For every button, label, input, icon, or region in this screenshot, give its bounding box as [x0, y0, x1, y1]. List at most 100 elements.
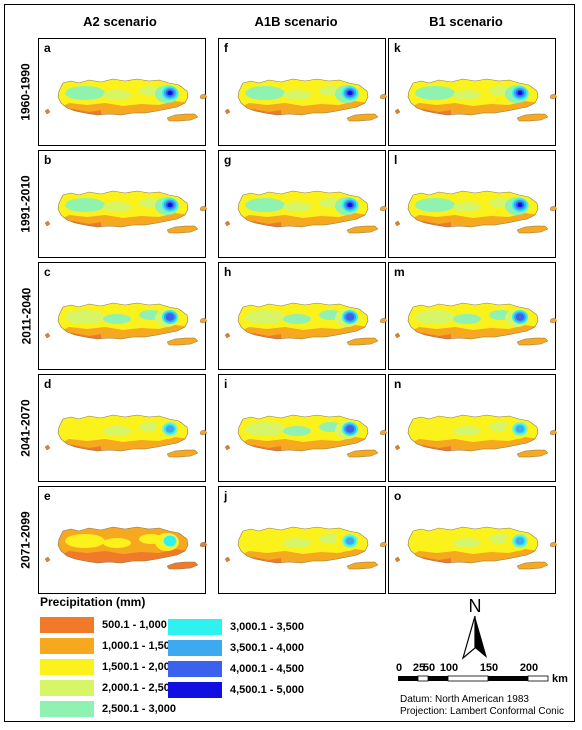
map-panel: j — [218, 486, 387, 594]
legend-label: 3,500.1 - 4,000 — [230, 642, 305, 654]
legend-item: 2,500.1 - 3,000 — [40, 700, 176, 718]
row-label-4: 2071-2099 — [14, 490, 38, 590]
panel-letter: a — [44, 41, 51, 55]
precipitation-map — [44, 78, 207, 122]
panel-letter: d — [44, 377, 52, 391]
figure-frame — [4, 4, 575, 722]
map-panel: n — [388, 374, 557, 482]
precipitation-map — [224, 414, 387, 458]
scale-tick-label: 25 — [413, 662, 425, 674]
panel-letter: i — [224, 377, 228, 391]
period-text: 2011-2040 — [19, 287, 34, 345]
map-panel: f — [218, 38, 387, 146]
precipitation-map — [44, 302, 207, 346]
column-header-0: A2 scenario — [83, 14, 157, 29]
legend-swatch — [40, 701, 94, 717]
map-panel: l — [388, 150, 557, 258]
projection-text: Projection: Lambert Conformal Conic — [400, 706, 564, 717]
precipitation-map — [44, 190, 207, 234]
precipitation-map — [44, 414, 207, 458]
legend-item: 3,000.1 - 3,500 — [168, 618, 304, 636]
panel-letter: o — [394, 489, 402, 503]
column-header-1: A1B scenario — [254, 14, 338, 29]
panel-letter: g — [224, 153, 232, 167]
precipitation-map — [44, 526, 207, 570]
period-text: 2041-2070 — [19, 399, 34, 457]
north-arrow-icon: N — [461, 596, 487, 660]
legend-label: 2,500.1 - 3,000 — [102, 703, 177, 715]
legend-label: 3,000.1 - 3,500 — [230, 621, 305, 633]
precipitation-map — [224, 78, 387, 122]
precipitation-map — [224, 302, 387, 346]
panel-letter: k — [394, 41, 401, 55]
legend-item: 3,500.1 - 4,000 — [168, 639, 304, 657]
legend-item: 1,500.1 - 2,000 — [40, 658, 176, 676]
scale-tick-label: 50 — [423, 662, 435, 674]
scale-tick-label: 150 — [480, 662, 498, 674]
period-text: 2071-2099 — [19, 511, 34, 569]
period-text: 1991-2010 — [19, 175, 34, 233]
legend-label: 1,500.1 - 2,000 — [102, 661, 177, 673]
legend-label: 4,000.1 - 4,500 — [230, 663, 305, 675]
precipitation-map — [224, 526, 387, 570]
period-text: 1960-1990 — [19, 63, 34, 121]
panel-letter: h — [224, 265, 232, 279]
scale-unit: km — [552, 673, 568, 685]
column-header-2: B1 scenario — [429, 14, 503, 29]
legend-swatch — [168, 640, 222, 656]
legend-label: 500.1 - 1,000 — [102, 619, 167, 631]
panel-letter: j — [224, 489, 228, 503]
legend-item: 2,000.1 - 2,500 — [40, 679, 176, 697]
row-label-0: 1960-1990 — [14, 42, 38, 142]
panel-letter: f — [224, 41, 228, 55]
scale-tick-label: 200 — [520, 662, 538, 674]
panel-letter: c — [44, 265, 51, 279]
legend-label: 2,000.1 - 2,500 — [102, 682, 177, 694]
legend-label: 4,500.1 - 5,000 — [230, 684, 305, 696]
precipitation-map — [394, 190, 557, 234]
map-panel: h — [218, 262, 387, 370]
north-label: N — [469, 596, 482, 616]
row-label-1: 1991-2010 — [14, 154, 38, 254]
legend-swatch — [168, 682, 222, 698]
legend-swatch — [168, 661, 222, 677]
panel-letter: n — [394, 377, 402, 391]
precipitation-map — [394, 78, 557, 122]
legend-title: Precipitation (mm) — [40, 595, 146, 609]
map-panel: o — [388, 486, 557, 594]
map-panel: g — [218, 150, 387, 258]
precipitation-map — [394, 302, 557, 346]
scale-tick-label: 0 — [396, 662, 402, 674]
map-panel: m — [388, 262, 557, 370]
panel-letter: m — [394, 265, 405, 279]
panel-letter: e — [44, 489, 51, 503]
precipitation-map — [394, 526, 557, 570]
legend-swatch — [40, 680, 94, 696]
panel-letter: b — [44, 153, 52, 167]
legend-item: 500.1 - 1,000 — [40, 616, 167, 634]
legend-swatch — [40, 617, 94, 633]
map-panel: e — [38, 486, 207, 594]
map-panel: k — [388, 38, 557, 146]
legend-swatch — [40, 638, 94, 654]
precipitation-map — [224, 190, 387, 234]
map-panel: b — [38, 150, 207, 258]
panel-letter: l — [394, 153, 398, 167]
legend-swatch — [168, 619, 222, 635]
precipitation-map — [394, 414, 557, 458]
legend-label: 1,000.1 - 1,500 — [102, 640, 177, 652]
legend-swatch — [40, 659, 94, 675]
legend-item: 1,000.1 - 1,500 — [40, 637, 176, 655]
map-panel: d — [38, 374, 207, 482]
legend-item: 4,500.1 - 5,000 — [168, 681, 304, 699]
map-panel: i — [218, 374, 387, 482]
map-panel: a — [38, 38, 207, 146]
row-label-3: 2041-2070 — [14, 378, 38, 478]
map-panel: c — [38, 262, 207, 370]
scale-tick-label: 100 — [440, 662, 458, 674]
legend-item: 4,000.1 - 4,500 — [168, 660, 304, 678]
datum-text: Datum: North American 1983 — [400, 694, 529, 705]
row-label-2: 2011-2040 — [14, 266, 38, 366]
map-credits: Datum: North American 1983 Projection: L… — [400, 694, 564, 718]
